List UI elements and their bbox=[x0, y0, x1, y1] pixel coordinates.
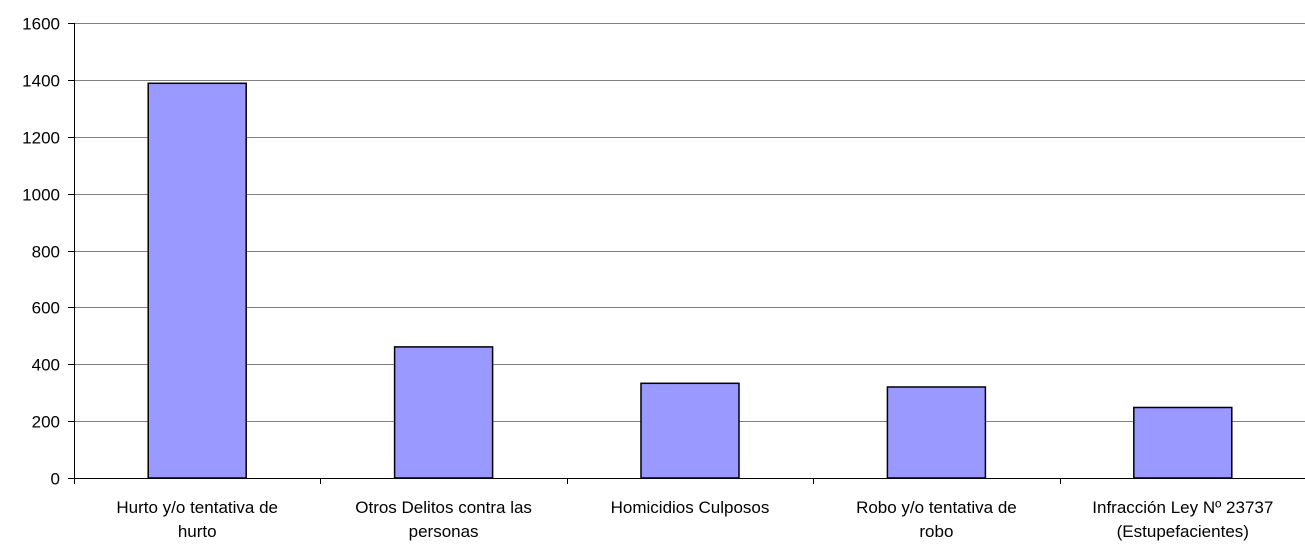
y-tick-label: 1200 bbox=[22, 129, 60, 148]
y-tick-label: 400 bbox=[32, 356, 60, 375]
y-tick-label: 1600 bbox=[22, 15, 60, 34]
gridlines bbox=[74, 23, 1305, 422]
y-tick-label: 0 bbox=[51, 470, 60, 489]
x-category-label: hurto bbox=[178, 522, 217, 541]
x-category-label: robo bbox=[919, 522, 953, 541]
x-category-label: Hurto y/o tentativa de bbox=[116, 498, 278, 517]
y-tick-label: 800 bbox=[32, 243, 60, 262]
bar bbox=[886, 386, 987, 479]
bar bbox=[393, 346, 494, 479]
y-tick-label: 200 bbox=[32, 413, 60, 432]
axes bbox=[68, 23, 1305, 484]
y-tick-labels: 0 200 400 600 800 1000 1200 1400 1600 bbox=[22, 15, 60, 489]
x-category-label: Infracción Ley Nº 23737 bbox=[1092, 498, 1273, 517]
x-category-label: Homicidios Culposos bbox=[611, 498, 770, 517]
bar bbox=[1133, 406, 1233, 479]
y-tick-label: 600 bbox=[32, 299, 60, 318]
bars bbox=[147, 82, 1233, 479]
bar bbox=[147, 82, 247, 479]
y-tick-label: 1000 bbox=[22, 186, 60, 205]
x-category-label: Otros Delitos contra las bbox=[355, 498, 532, 517]
x-category-label: personas bbox=[409, 522, 479, 541]
y-tick-label: 1400 bbox=[22, 72, 60, 91]
bar bbox=[640, 382, 740, 479]
x-category-label: (Estupefacientes) bbox=[1117, 522, 1249, 541]
x-category-label: Robo y/o tentativa de bbox=[856, 498, 1017, 517]
x-category-labels: Hurto y/o tentativa de hurto Otros Delitos… bbox=[116, 498, 1273, 541]
